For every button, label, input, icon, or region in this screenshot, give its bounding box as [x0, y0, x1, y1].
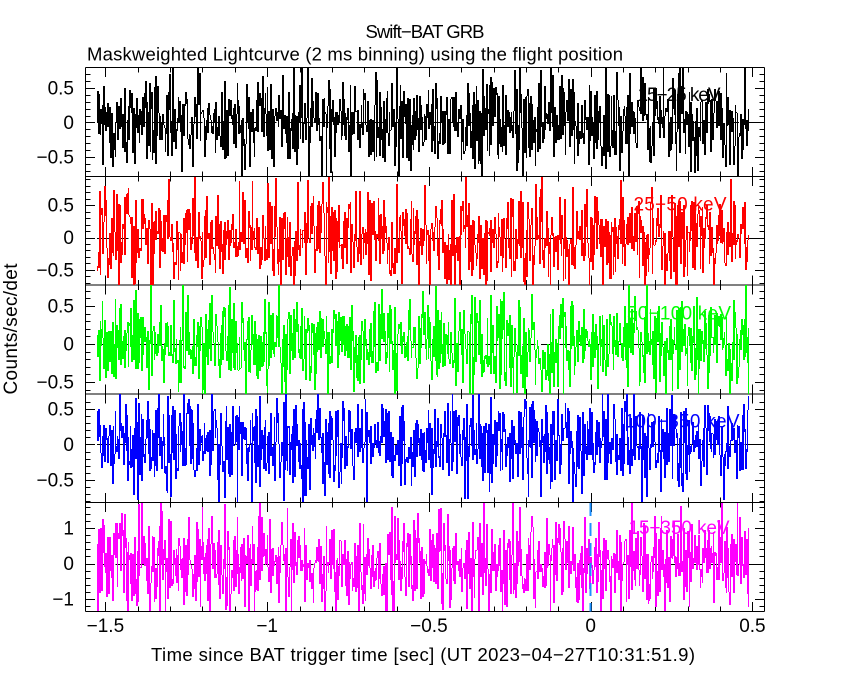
svg-text:−0.5: −0.5	[36, 260, 74, 281]
svg-text:0.5: 0.5	[48, 196, 74, 217]
svg-text:0: 0	[63, 435, 74, 456]
svg-text:1: 1	[63, 519, 74, 540]
svg-text:−0.5: −0.5	[36, 373, 74, 394]
svg-text:Time since BAT trigger time [s: Time since BAT trigger time [sec] (UT 20…	[151, 644, 695, 665]
svg-text:−0.5: −0.5	[410, 616, 448, 637]
svg-text:−0.5: −0.5	[36, 471, 74, 492]
svg-text:50−100 keV: 50−100 keV	[627, 304, 731, 325]
svg-text:Swift−BAT GRB: Swift−BAT GRB	[366, 21, 485, 42]
svg-text:0.5: 0.5	[48, 400, 74, 421]
svg-text:0: 0	[585, 616, 596, 637]
svg-text:15−25 keV: 15−25 keV	[638, 85, 721, 106]
svg-text:−1: −1	[256, 616, 278, 637]
svg-text:0: 0	[63, 335, 74, 356]
svg-text:0: 0	[63, 228, 74, 249]
svg-text:100−350 keV: 100−350 keV	[625, 412, 740, 433]
svg-text:−0.5: −0.5	[36, 148, 74, 169]
svg-text:25−50 keV: 25−50 keV	[634, 195, 727, 216]
svg-text:0: 0	[63, 554, 74, 575]
svg-text:0.5: 0.5	[48, 297, 74, 318]
svg-text:0.5: 0.5	[739, 616, 765, 637]
svg-text:Maskweighted Lightcurve (2 ms: Maskweighted Lightcurve (2 ms binning) u…	[87, 44, 623, 65]
svg-text:15−350 keV: 15−350 keV	[629, 518, 730, 539]
svg-text:Counts/sec/det: Counts/sec/det	[1, 263, 22, 395]
svg-text:0.5: 0.5	[48, 79, 74, 100]
svg-text:−1.5: −1.5	[87, 616, 125, 637]
svg-text:0: 0	[63, 113, 74, 134]
svg-text:−1: −1	[52, 589, 74, 610]
